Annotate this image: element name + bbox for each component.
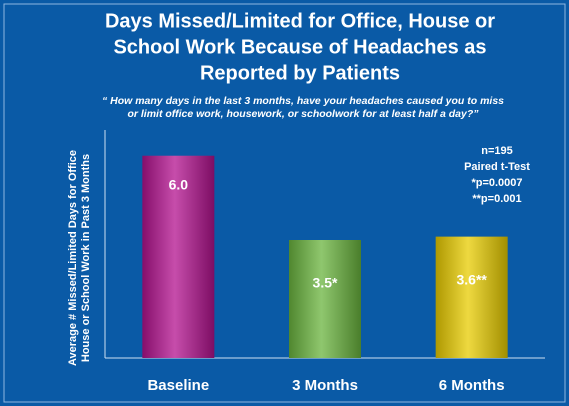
chart-subtitle: or limit office work, housework, or scho… xyxy=(127,108,479,120)
chart-subtitle: “ How many days in the last 3 months, ha… xyxy=(102,95,504,107)
annotation: n=195 xyxy=(481,145,513,157)
x-tick-label: 6 Months xyxy=(439,377,505,394)
data-label: 3.6** xyxy=(456,271,487,287)
y-axis-label: Average # Missed/Limited Days for Office xyxy=(67,150,79,366)
x-tick-label: 3 Months xyxy=(292,377,358,394)
bar xyxy=(289,240,361,358)
x-tick-label: Baseline xyxy=(147,377,209,394)
data-label: 6.0 xyxy=(169,176,189,192)
y-axis-label: House or School Work in Past 3 Months xyxy=(80,154,92,362)
bar xyxy=(435,236,508,358)
bar xyxy=(142,155,215,358)
annotation: **p=0.001 xyxy=(472,193,521,205)
chart-title: School Work Because of Headaches as xyxy=(113,36,486,58)
annotation: *p=0.0007 xyxy=(471,177,522,189)
chart-title: Days Missed/Limited for Office, House or xyxy=(105,10,495,32)
frame xyxy=(3,3,566,403)
annotation: Paired t-Test xyxy=(464,161,530,173)
chart-title: Reported by Patients xyxy=(200,62,400,84)
data-label: 3.5* xyxy=(313,275,338,291)
